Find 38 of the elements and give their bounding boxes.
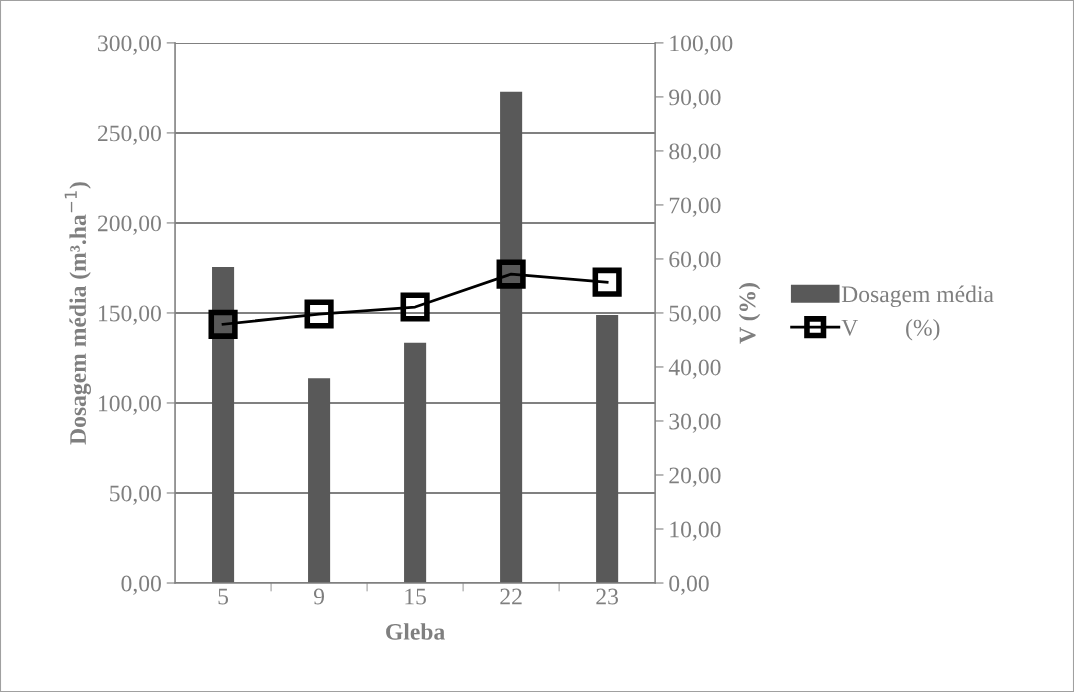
y-tick-label: 100,00 (99, 395, 161, 415)
x-tick-label: 22 (500, 588, 522, 605)
x-axis-title: Gleba (386, 623, 445, 640)
y2-tick-label: 20,00 (669, 467, 721, 487)
y2-tick-label: 30,00 (669, 413, 721, 433)
legend-label: Dosagem média (841, 285, 994, 308)
y2-tick-label: 70,00 (669, 197, 721, 217)
bar (308, 378, 331, 584)
y2-tick-label: 40,00 (668, 359, 721, 379)
point (592, 267, 622, 297)
y2-tick-label: 50,00 (669, 305, 721, 325)
y-tick-label: 300,00 (98, 35, 161, 55)
y-tick-label: 0,00 (121, 575, 161, 595)
bar (212, 267, 235, 584)
point (208, 309, 238, 339)
bar (404, 342, 427, 584)
bar (500, 91, 523, 584)
y-tick-label: 200,00 (97, 215, 161, 235)
x-tick-label: 15 (405, 588, 426, 605)
x-tick-label: 5 (218, 588, 229, 605)
y-tick-label: 50,00 (110, 485, 161, 505)
y2-tick-label: 90,00 (669, 89, 721, 109)
y2-tick-label: 10,00 (670, 521, 721, 541)
x-tick-label: 23 (596, 588, 619, 605)
y-axis-title: Dosagem média (m³.ha$^{−1}$) (64, 182, 91, 445)
legend-label: V (%) (841, 319, 940, 341)
y-tick-label: 250,00 (97, 125, 161, 145)
point (496, 259, 526, 289)
point (304, 299, 334, 329)
y2-tick-label: 80,00 (669, 143, 721, 163)
x-tick-label: 9 (313, 588, 325, 605)
y-tick-label: 150,00 (99, 305, 161, 325)
bar (596, 315, 619, 584)
y2-axis-title: V (%) (738, 283, 761, 344)
point (400, 292, 430, 322)
y2-tick-label: 60,00 (669, 251, 721, 271)
y2-tick-label: 0,00 (669, 575, 709, 595)
y2-tick-label: 100,00 (670, 35, 733, 55)
